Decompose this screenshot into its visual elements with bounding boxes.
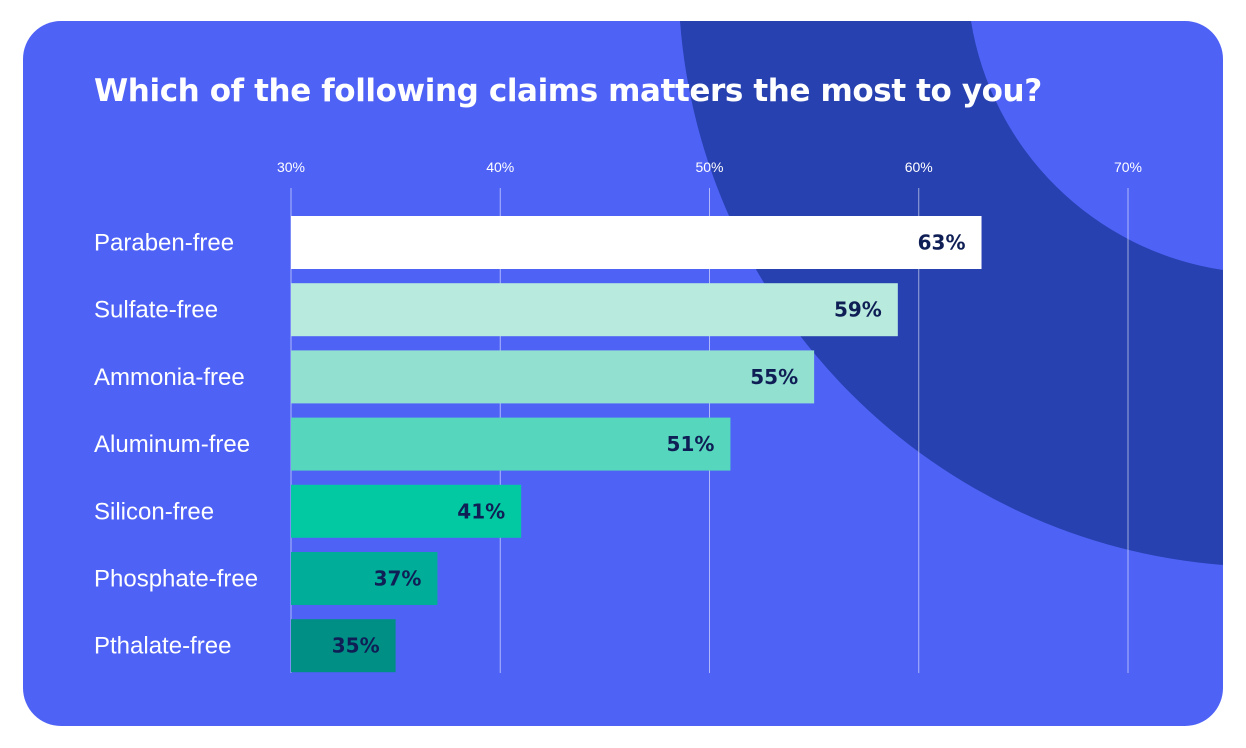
category-label: Silicon-free — [94, 498, 214, 525]
bar — [291, 552, 438, 605]
chart-card: Which of the following claims matters th… — [23, 21, 1223, 726]
bar — [291, 484, 522, 538]
value-label: 41% — [457, 499, 505, 523]
category-label: Pthalate-free — [94, 633, 231, 660]
category-label: Paraben-free — [94, 230, 234, 257]
x-tick-label: 50% — [695, 159, 723, 175]
bars — [291, 216, 982, 673]
bar — [291, 283, 898, 337]
bar — [291, 350, 815, 404]
bar-chart: 30% 40% 50% 60% 70% Paraben-free 63% Sulfate-fr… — [94, 159, 1142, 673]
value-label: 37% — [374, 567, 422, 591]
x-tick-label: 30% — [277, 159, 305, 175]
category-label: Phosphate-free — [94, 566, 258, 593]
x-tick-label: 40% — [486, 159, 514, 175]
bar — [291, 619, 396, 673]
bar — [291, 417, 731, 471]
background-decoration — [680, 21, 1223, 565]
x-tick-label: 60% — [905, 159, 933, 175]
category-label: Ammonia-free — [94, 364, 245, 391]
chart-title: Which of the following claims matters th… — [94, 73, 1042, 109]
value-label: 63% — [918, 231, 966, 255]
decorative-arc-shape — [680, 21, 1223, 565]
category-label: Aluminum-free — [94, 431, 250, 458]
x-tick-label: 70% — [1114, 159, 1142, 175]
value-label: 59% — [834, 298, 882, 322]
bar — [291, 216, 982, 269]
category-label: Sulfate-free — [94, 297, 218, 324]
labels: 30% 40% 50% 60% 70% Paraben-free 63% Sulfate-fr… — [94, 159, 1142, 660]
value-label: 55% — [750, 365, 798, 389]
value-label: 51% — [667, 432, 715, 456]
value-label: 35% — [332, 634, 380, 658]
